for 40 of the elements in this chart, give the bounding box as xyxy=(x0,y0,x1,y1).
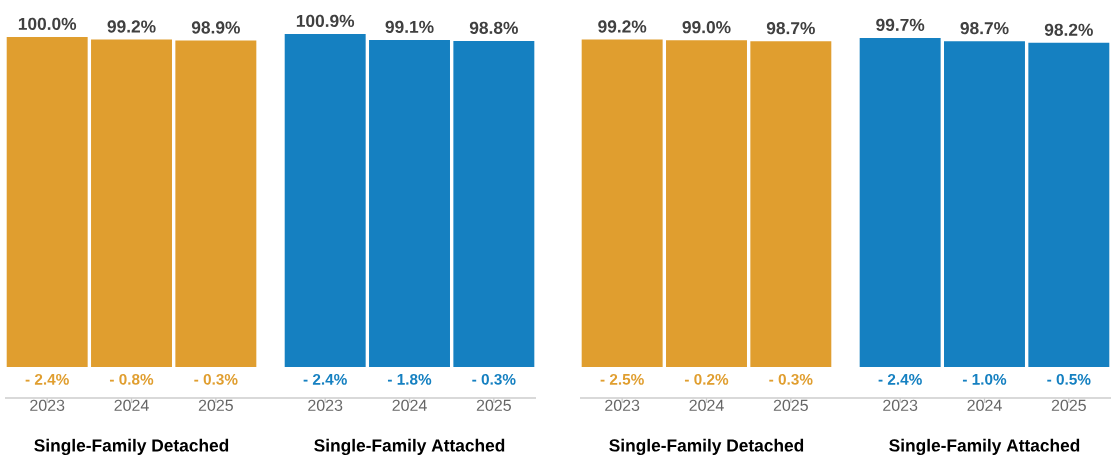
x-tick-label: 2023 xyxy=(883,399,918,412)
x-tick-label: 2024 xyxy=(689,399,724,412)
x-tick-label: 2023 xyxy=(605,399,640,412)
x-tick-label: 2024 xyxy=(967,399,1002,412)
data-label: 99.1% xyxy=(385,20,434,33)
annotation: - 2.4% xyxy=(878,373,922,385)
x-tick-label: 2023 xyxy=(308,399,343,412)
annotation: - 0.3% xyxy=(769,373,813,385)
data-label: 99.2% xyxy=(107,20,156,33)
x-axis-title: Single-Family Detached xyxy=(609,438,804,456)
annotation: - 0.2% xyxy=(684,373,729,385)
data-label: 99.2% xyxy=(598,20,647,33)
data-label: 98.9% xyxy=(191,21,240,34)
x-tick-label: 2023 xyxy=(30,399,65,412)
data-label: 99.0% xyxy=(682,21,731,34)
data-label: 98.7% xyxy=(766,22,815,35)
annotation: - 0.3% xyxy=(194,373,238,385)
x-tick-label: 2025 xyxy=(1051,399,1086,412)
annotation: - 1.8% xyxy=(387,373,432,385)
x-tick-label: 2024 xyxy=(392,399,427,412)
data-label: 98.2% xyxy=(1044,23,1093,36)
annotation: - 0.5% xyxy=(1047,373,1091,385)
x-tick-label: 2025 xyxy=(476,399,511,412)
x-tick-label: 2025 xyxy=(773,399,808,412)
x-axis-title: Single-Family Detached xyxy=(34,438,229,456)
data-label: 100.0% xyxy=(18,17,77,30)
annotation: - 0.3% xyxy=(472,373,516,385)
annotation: - 0.8% xyxy=(109,373,154,385)
annotation: - 2.4% xyxy=(303,373,347,385)
data-label: 100.9% xyxy=(296,14,355,28)
x-axis-title: Single-Family Attached xyxy=(314,438,505,456)
annotation: - 2.4% xyxy=(25,373,69,385)
x-tick-label: 2025 xyxy=(198,399,233,412)
data-label: 98.7% xyxy=(960,22,1009,35)
annotation: - 2.5% xyxy=(600,373,644,385)
data-label: 99.7% xyxy=(876,18,925,31)
annotation: - 1.0% xyxy=(962,373,1007,385)
x-tick-label: 2024 xyxy=(114,399,149,412)
x-axis-title: Single-Family Attached xyxy=(889,438,1080,456)
data-label: 98.8% xyxy=(469,21,518,34)
